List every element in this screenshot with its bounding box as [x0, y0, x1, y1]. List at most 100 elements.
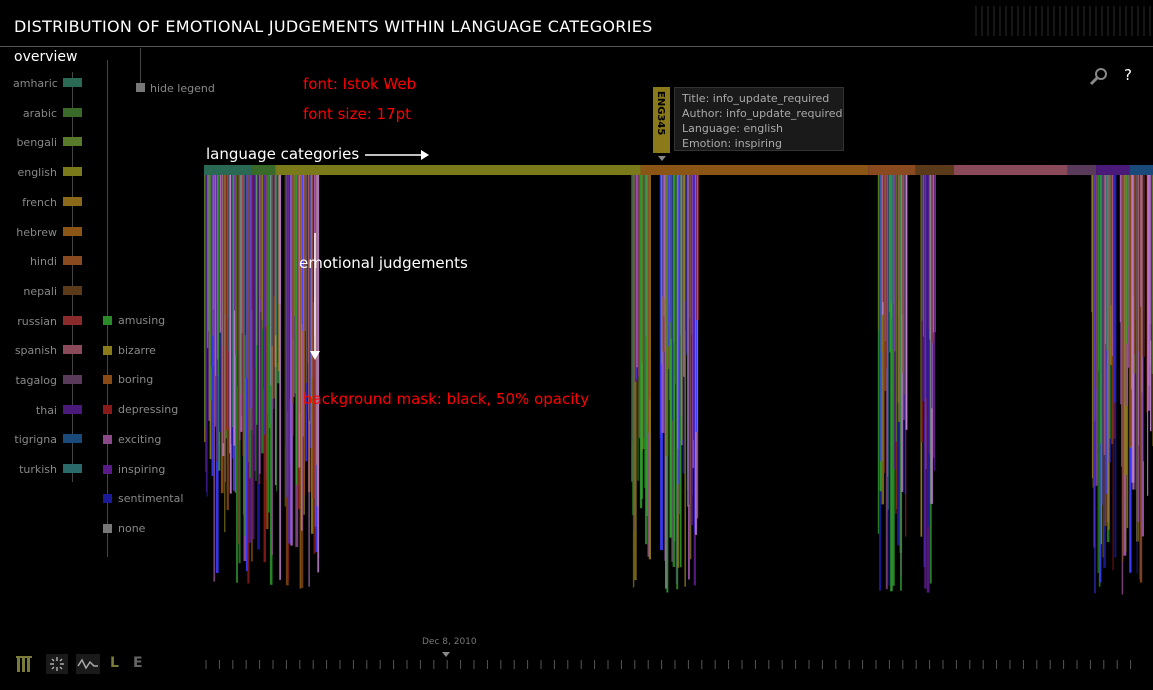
emotion-bar[interactable]	[900, 175, 902, 576]
emotion-bar[interactable]	[646, 175, 648, 424]
emotion-bar[interactable]	[633, 175, 635, 533]
emotion-bar[interactable]	[645, 175, 648, 545]
language-swatch-english[interactable]	[63, 167, 82, 177]
emotion-bar[interactable]	[1136, 175, 1138, 574]
language-swatch-nepali[interactable]	[63, 285, 82, 295]
emotion-bar[interactable]	[1092, 175, 1094, 488]
emotion-swatch-none[interactable]	[103, 523, 112, 533]
language-swatch-bengali[interactable]	[63, 137, 82, 147]
category-band-spanish[interactable]	[953, 165, 1068, 175]
emotion-swatch-bizarre[interactable]	[103, 345, 112, 355]
emotion-bar[interactable]	[264, 175, 267, 480]
emotion-bar[interactable]	[1112, 175, 1114, 571]
emotion-swatch-boring[interactable]	[103, 375, 112, 385]
emotion-bar[interactable]	[691, 175, 693, 495]
emotion-distribution-chart[interactable]	[204, 165, 1153, 595]
emotion-legend-label-bizarre[interactable]: bizarre	[118, 343, 156, 357]
emotion-bar[interactable]	[694, 175, 696, 533]
emotion-bar[interactable]	[901, 175, 904, 492]
emotion-bar[interactable]	[1114, 175, 1117, 558]
emotion-swatch-depressing[interactable]	[103, 405, 112, 415]
item-tag[interactable]: ENG345	[653, 87, 670, 153]
emotion-bar[interactable]	[1097, 175, 1099, 573]
emotion-bar[interactable]	[301, 175, 303, 531]
emotion-bar[interactable]	[317, 175, 320, 573]
emotion-bar[interactable]	[696, 175, 699, 519]
emotion-bar[interactable]	[933, 175, 935, 458]
emotion-bar[interactable]	[226, 175, 229, 511]
emotion-bar[interactable]	[299, 175, 301, 589]
emotion-bar[interactable]	[293, 175, 295, 397]
emotion-bar[interactable]	[892, 175, 894, 350]
emotion-bar[interactable]	[1122, 175, 1124, 562]
language-legend-label-spanish[interactable]: spanish	[14, 344, 57, 358]
e-button[interactable]: E	[133, 655, 143, 671]
emotion-bar[interactable]	[1104, 175, 1107, 526]
language-legend-label-turkish[interactable]: turkish	[19, 463, 57, 477]
language-swatch-thai[interactable]	[63, 404, 82, 414]
emotion-bar[interactable]	[1131, 175, 1133, 390]
language-legend-label-russian[interactable]: russian	[17, 314, 57, 328]
emotion-bar[interactable]	[252, 175, 255, 434]
language-swatch-tigrigna[interactable]	[63, 434, 82, 444]
emotion-bar[interactable]	[931, 175, 933, 460]
emotion-bar[interactable]	[635, 175, 637, 379]
category-band-arabic[interactable]	[251, 165, 276, 175]
emotion-bar[interactable]	[271, 175, 273, 556]
emotion-bar[interactable]	[684, 175, 686, 587]
emotion-bar[interactable]	[256, 175, 258, 346]
emotion-bar[interactable]	[681, 175, 683, 440]
emotion-bar[interactable]	[275, 175, 277, 336]
emotion-legend-label-exciting[interactable]: exciting	[118, 432, 162, 446]
emotion-swatch-amusing[interactable]	[103, 316, 112, 325]
category-band-nepali[interactable]	[915, 165, 954, 175]
language-legend-label-thai[interactable]: thai	[35, 403, 57, 417]
emotion-bar[interactable]	[667, 175, 669, 550]
language-swatch-amharic[interactable]	[63, 78, 82, 87]
category-band-tagalog[interactable]	[1067, 165, 1097, 175]
emotion-bar[interactable]	[890, 175, 893, 592]
emotion-bar[interactable]	[690, 175, 693, 526]
emotion-bar[interactable]	[892, 175, 895, 586]
emotion-legend-label-inspiring[interactable]: inspiring	[118, 462, 166, 476]
emotion-bar[interactable]	[254, 175, 257, 471]
emotion-bar[interactable]	[222, 175, 224, 444]
emotion-bar[interactable]	[236, 175, 238, 583]
emotion-bar[interactable]	[221, 175, 223, 346]
language-swatch-hindi[interactable]	[63, 256, 82, 266]
emotion-bar[interactable]	[678, 175, 680, 515]
emotion-bar[interactable]	[287, 175, 289, 580]
help-button[interactable]: ?	[1124, 66, 1132, 84]
emotion-legend-label-boring[interactable]: boring	[118, 373, 154, 387]
emotion-bar[interactable]	[1150, 175, 1152, 341]
emotion-bar[interactable]	[925, 175, 927, 469]
emotion-bar[interactable]	[898, 175, 900, 300]
emotion-bar[interactable]	[649, 175, 651, 400]
emotion-legend-label-none[interactable]: none	[118, 521, 146, 535]
category-band-english[interactable]	[275, 165, 641, 175]
emotion-bar[interactable]	[1134, 175, 1136, 490]
emotion-bar[interactable]	[313, 175, 316, 554]
language-swatch-french[interactable]	[63, 196, 82, 206]
category-band-amharic[interactable]	[204, 165, 252, 175]
language-legend-label-amharic[interactable]: amharic	[13, 77, 58, 90]
language-legend-label-english[interactable]: english	[17, 166, 57, 180]
timeline-axis[interactable]	[204, 648, 1153, 670]
emotion-bar[interactable]	[901, 175, 903, 315]
hide-legend-label[interactable]: hide legend	[150, 82, 215, 95]
category-band-hebrew[interactable]	[640, 165, 869, 175]
emotion-bar[interactable]	[257, 175, 260, 550]
emotion-bar[interactable]	[888, 175, 890, 586]
emotion-bar[interactable]	[672, 175, 673, 421]
overview-label[interactable]: overview	[14, 49, 78, 65]
emotion-bar[interactable]	[885, 175, 888, 590]
language-legend-label-tagalog[interactable]: tagalog	[15, 374, 57, 387]
emotion-bar[interactable]	[290, 175, 293, 546]
language-legend-label-hindi[interactable]: hindi	[29, 255, 57, 269]
language-legend-label-nepali[interactable]: nepali	[23, 284, 57, 298]
timeline-marker-icon[interactable]	[442, 652, 450, 657]
emotion-bar[interactable]	[216, 175, 218, 462]
wave-icon[interactable]	[76, 654, 100, 674]
emotion-legend-label-depressing[interactable]: depressing	[118, 403, 179, 417]
category-band-tigrigna[interactable]	[1129, 165, 1153, 175]
